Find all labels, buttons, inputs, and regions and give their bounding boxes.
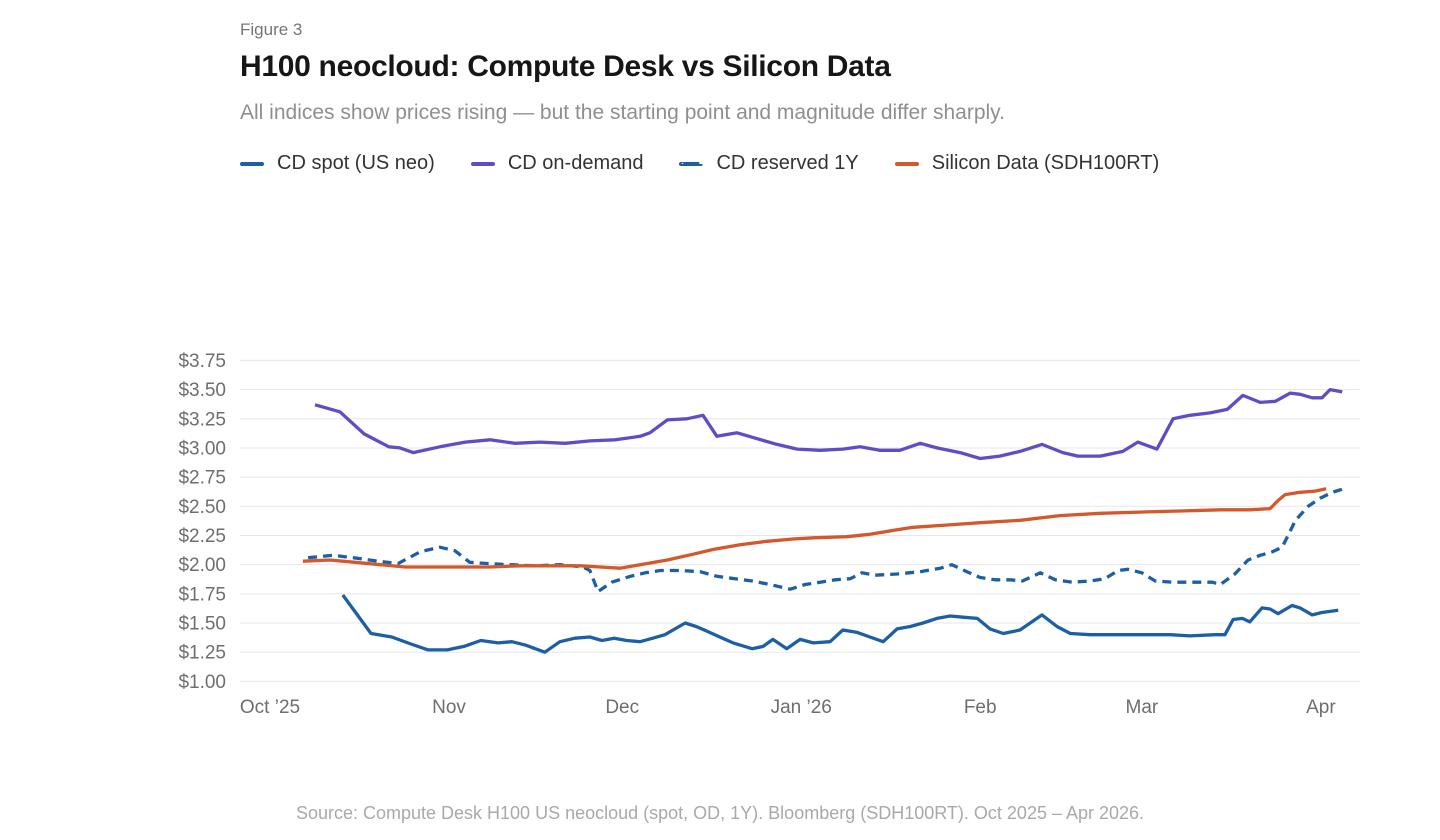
legend-swatch-cd-reserved <box>679 161 704 166</box>
y-axis-tick-label: $3.50 <box>178 380 226 401</box>
legend-label-cd-on-demand: CD on-demand <box>507 152 644 174</box>
legend-label-cd-spot: CD spot (US neo) <box>277 152 435 174</box>
figure-label: Figure 3 <box>240 20 303 39</box>
x-axis-tick-label: Jan ’26 <box>771 697 832 718</box>
legend-item-cd-spot: CD spot (US neo) <box>240 152 435 175</box>
series-silicon-data-sdh100rt- <box>302 487 1327 570</box>
legend-label-silicon-data: Silicon Data (SDH100RT) <box>931 152 1160 174</box>
y-axis-tick-label: $3.00 <box>178 438 226 459</box>
legend-swatch-cd-spot <box>240 161 264 166</box>
series-cd-spot-us-neo- <box>341 594 1339 654</box>
x-axis-tick-label: Dec <box>605 697 639 718</box>
legend-label-cd-reserved: CD reserved 1Y <box>716 152 859 174</box>
series-cd-reserved-1y <box>307 487 1344 594</box>
chart-legend: CD spot (US neo) CD on-demand CD reserve… <box>240 152 1159 175</box>
y-axis-tick-label: $3.75 <box>178 351 226 372</box>
chart-subtitle: All indices show prices rising — but the… <box>240 101 1005 124</box>
y-axis-tick-label: $2.75 <box>178 468 226 489</box>
y-axis-tick-label: $2.25 <box>178 526 226 547</box>
y-axis-tick-label: $1.25 <box>178 643 226 664</box>
legend-item-cd-on-demand: CD on-demand <box>470 152 644 175</box>
x-axis-tick-label: Mar <box>1126 697 1159 718</box>
chart-area: $3.75 $3.50 $3.25 $3.00 $2.75 $2.50 $2.25 $2.00… <box>0 340 1440 740</box>
x-axis-tick-label: Oct ’25 <box>240 697 300 718</box>
x-axis-tick-label: Feb <box>964 697 997 718</box>
y-axis-tick-label: $2.00 <box>178 555 226 576</box>
legend-swatch-silicon-data <box>894 161 919 166</box>
y-axis-tick-label: $3.25 <box>178 409 226 430</box>
series-cd-on-demand <box>314 387 1343 461</box>
x-axis-tick-label: Nov <box>432 697 466 718</box>
y-axis-tick-label: $2.50 <box>178 497 226 518</box>
chart-title: H100 neocloud: Compute Desk vs Silicon D… <box>240 50 891 83</box>
y-axis-tick-label: $1.50 <box>178 614 226 635</box>
source-note: Source: Compute Desk H100 US neocloud (s… <box>295 803 1145 823</box>
legend-item-silicon-data: Silicon Data (SDH100RT) <box>894 152 1160 175</box>
y-axis-tick-label: $1.00 <box>178 672 226 693</box>
legend-swatch-cd-on-demand <box>470 161 495 166</box>
price-chart-svg: $3.75 $3.50 $3.25 $3.00 $2.75 $2.50 $2.25 $2.00… <box>178 351 1360 718</box>
x-axis-tick-label: Apr <box>1306 697 1336 718</box>
legend-item-cd-reserved: CD reserved 1Y <box>679 152 859 175</box>
y-axis-tick-label: $1.75 <box>178 584 226 605</box>
